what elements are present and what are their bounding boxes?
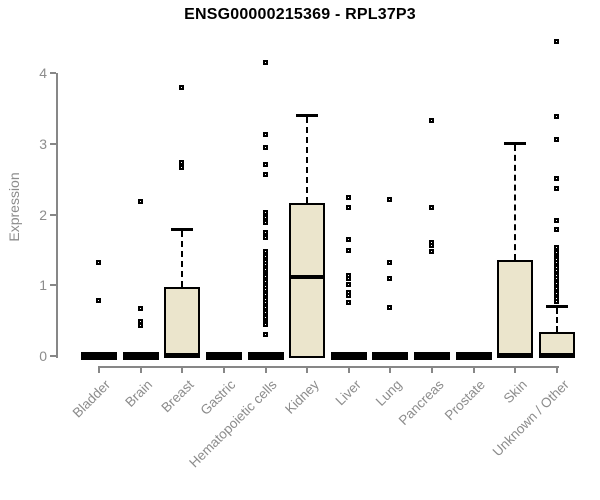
median-line [539,352,576,357]
outlier-point [345,292,351,298]
outlier-point [179,159,185,165]
outlier-point [345,205,351,211]
outlier-point [345,248,351,254]
x-tick [431,366,434,373]
whisker-cap [504,142,527,146]
box [289,203,326,358]
upper-whisker [306,117,309,204]
x-tick [306,366,309,373]
outlier-point [262,60,268,66]
median-line [164,352,201,357]
outlier-point [345,275,351,281]
outlier-point [429,243,435,249]
outlier-point [262,229,268,235]
outlier-point [387,275,393,281]
outlier-point [262,132,268,138]
outlier-point [96,260,101,266]
outlier-point [96,297,101,303]
outlier-point [554,186,560,192]
collapsed-box [372,352,409,360]
y-tick-label: 1 [39,277,47,294]
x-tick [98,366,100,373]
box [164,286,201,358]
outlier-point [262,331,268,337]
upper-whisker [514,145,517,260]
outlier-point [345,282,351,288]
outlier-point [262,321,268,327]
collapsed-box [330,352,367,360]
outlier-point [345,236,351,242]
collapsed-box [205,352,242,360]
outlier-point [554,113,560,119]
outlier-point [554,176,560,182]
outlier-point [262,144,268,150]
y-axis-line [56,73,58,358]
x-axis-line [98,366,559,368]
outlier-point [387,196,393,202]
y-tick [50,284,56,287]
x-tick [139,366,142,373]
upper-whisker [181,231,184,287]
whisker-cap [296,114,319,118]
outlier-point [387,304,393,310]
outlier-point [554,227,560,233]
outlier-point [554,137,560,143]
outlier-point [179,84,185,90]
y-tick [50,142,56,145]
chart-title: ENSG00000215369 - RPL37P3 [184,6,416,23]
x-tick [181,366,184,373]
outlier-point [345,195,351,201]
outlier-point [429,118,435,124]
outlier-point [554,299,560,305]
x-tick [514,366,517,373]
collapsed-box [122,352,159,360]
y-tick-label: 2 [39,206,47,223]
outlier-point [137,319,143,325]
y-tick-label: 0 [39,348,47,364]
collapsed-box [247,352,284,360]
collapsed-box [455,352,492,360]
y-tick [50,72,56,74]
outlier-point [262,161,268,167]
box [497,259,534,358]
x-tick [389,366,392,373]
collapsed-box [414,352,451,360]
outlier-point [179,164,185,170]
y-tick-label: 4 [39,65,47,81]
outlier-point [262,234,268,240]
y-tick-label: 3 [39,135,47,152]
x-tick [264,366,267,373]
median-line [289,274,326,279]
outlier-point [387,260,393,266]
x-tick [347,366,350,373]
outlier-point [262,210,268,216]
x-tick [222,366,225,373]
outlier-point [429,248,435,254]
outlier-point [137,199,143,205]
outlier-point [262,219,268,225]
x-tick [472,366,475,373]
outlier-point [429,205,435,211]
y-tick [50,355,56,357]
outlier-point [262,215,268,221]
whisker-cap [546,305,569,309]
outlier-point [262,171,268,177]
upper-whisker [556,308,559,333]
y-tick [50,213,56,216]
x-tick [556,366,559,373]
whisker-cap [171,228,194,232]
outlier-point [554,38,560,44]
collapsed-box [81,352,117,360]
outlier-point [137,306,143,312]
median-line [497,352,534,357]
outlier-point [137,323,143,329]
outlier-point [345,299,351,305]
outlier-point [554,217,560,223]
